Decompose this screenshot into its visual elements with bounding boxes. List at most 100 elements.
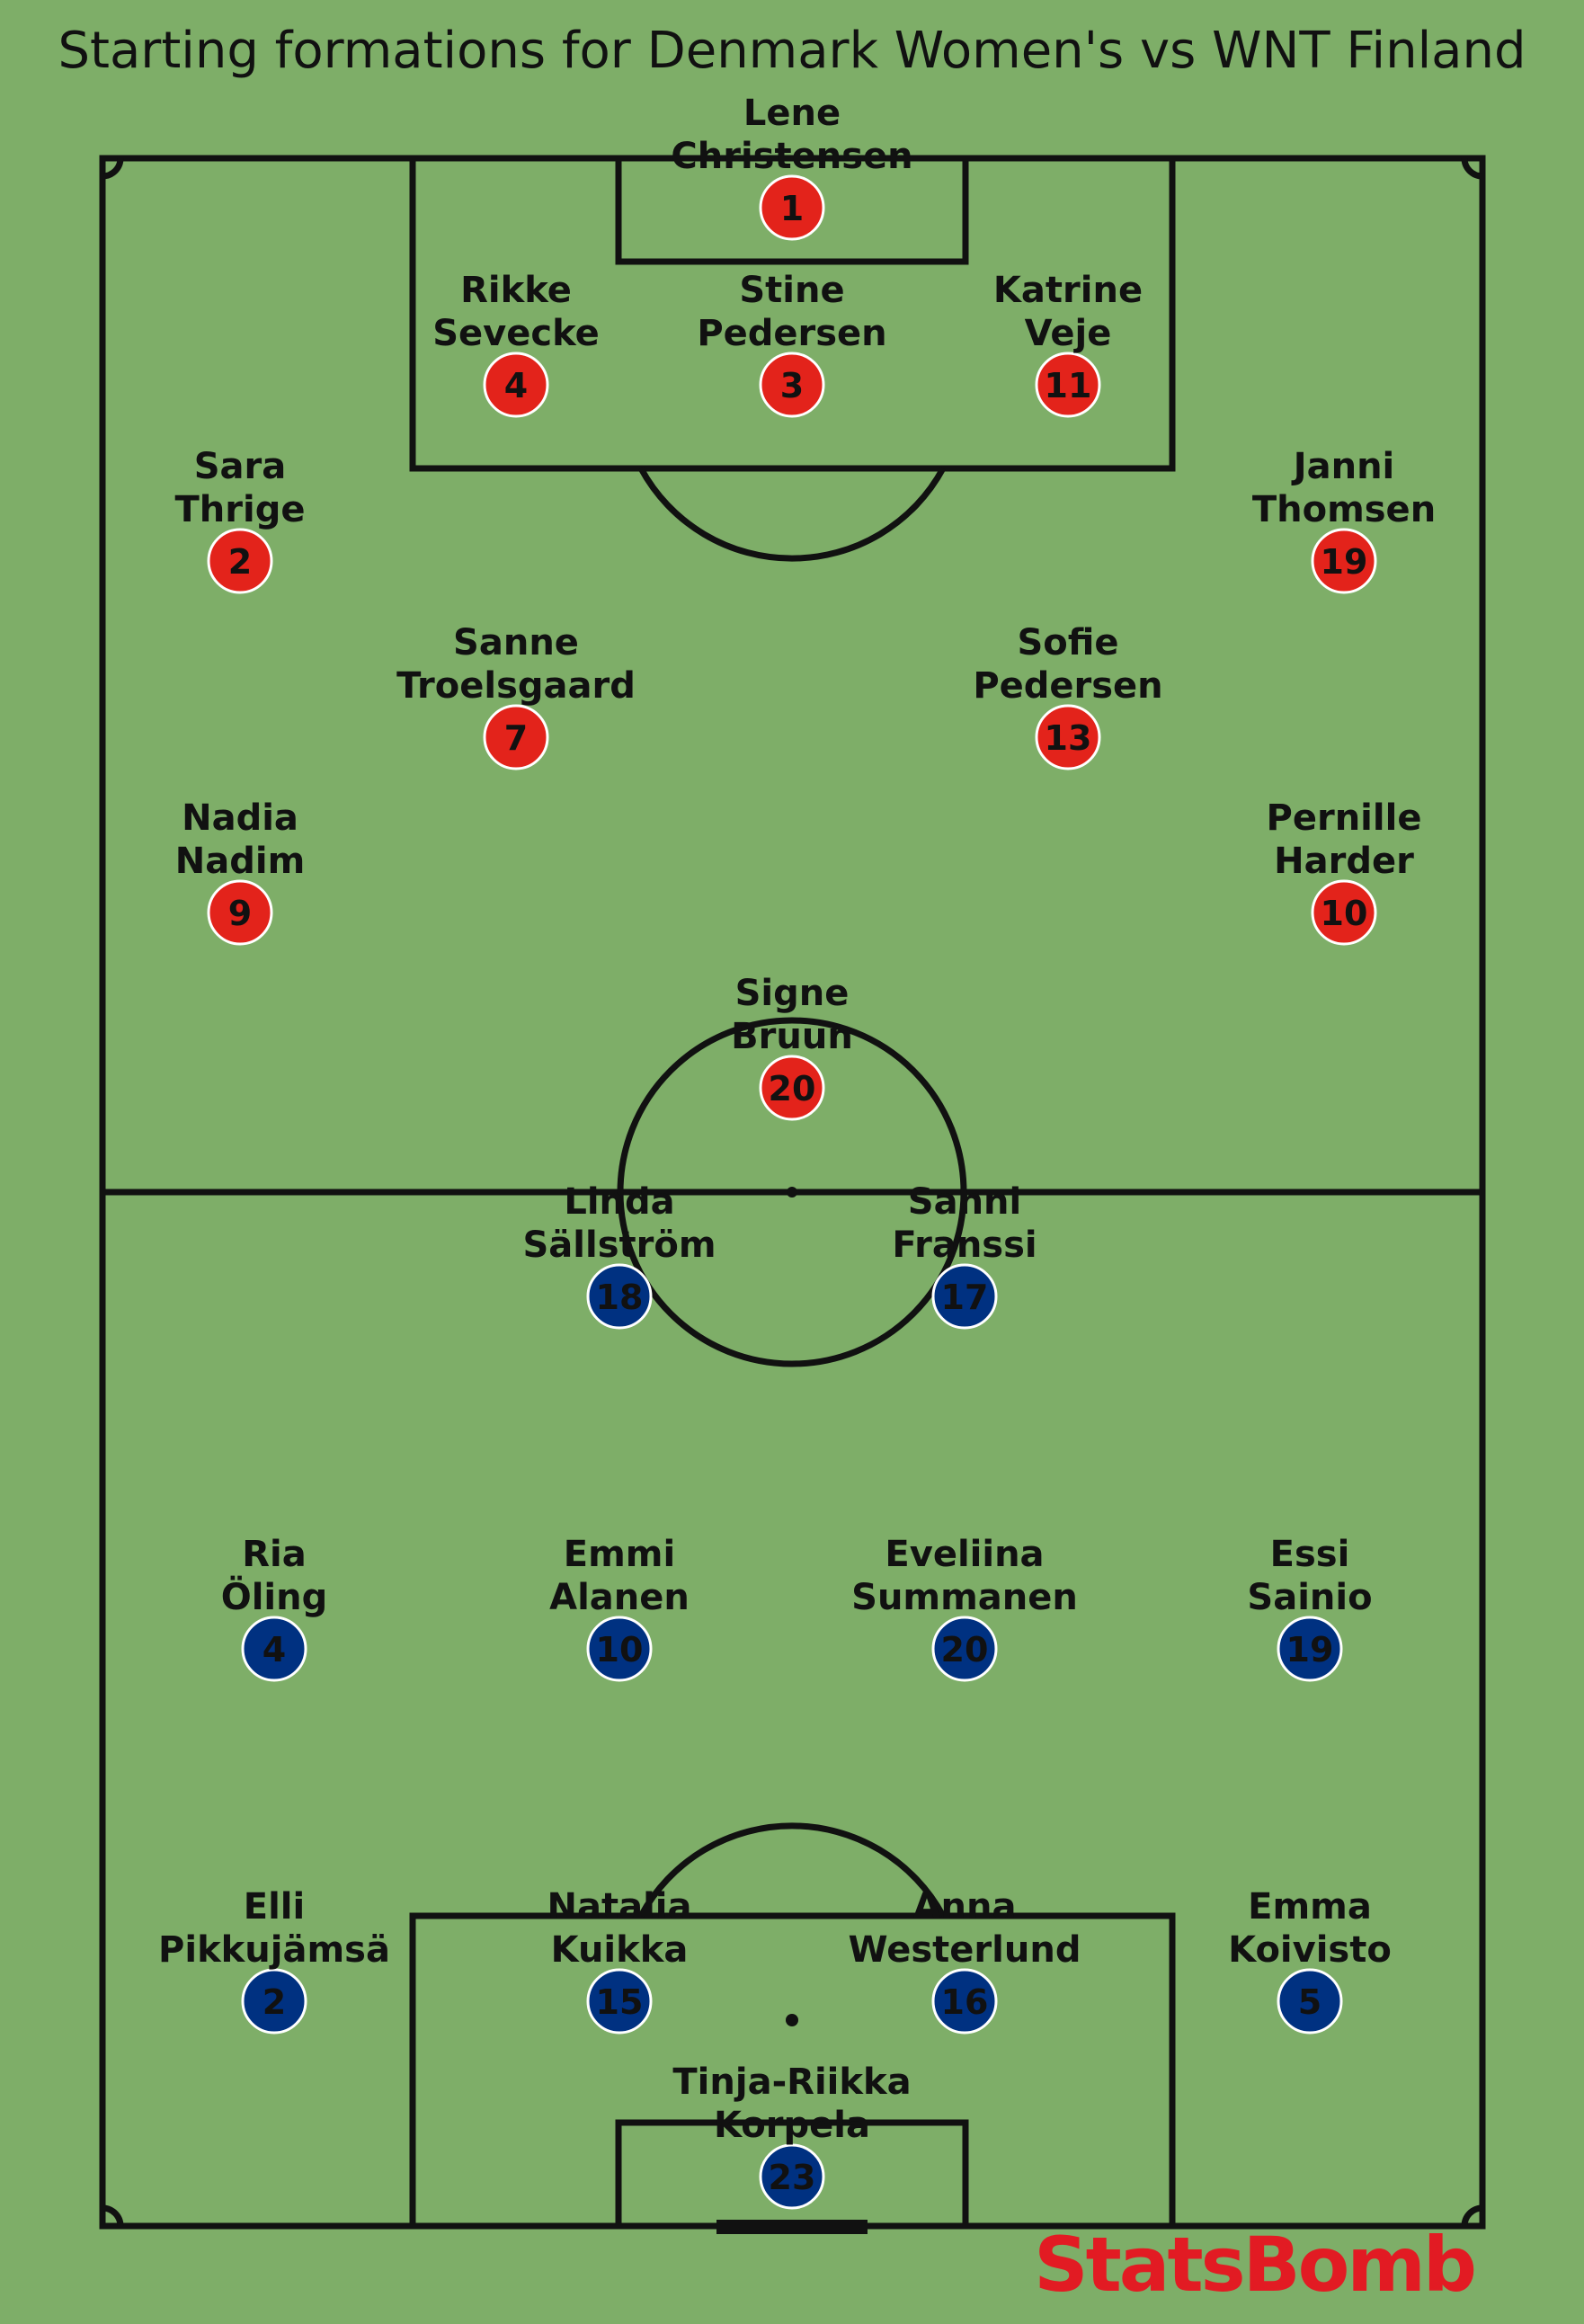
player-name-line: Troelsgaard bbox=[396, 665, 636, 707]
player-number: 4 bbox=[263, 1630, 286, 1670]
player-dot bbox=[483, 704, 549, 770]
center-circle bbox=[617, 1017, 967, 1367]
player-name-line: Natalia bbox=[547, 1886, 692, 1928]
player-dot bbox=[1311, 879, 1377, 946]
player-name-line: Sällström bbox=[522, 1224, 716, 1266]
player-dot bbox=[207, 528, 273, 594]
top-penalty-arc bbox=[637, 467, 947, 562]
player-name-line: Sanne bbox=[453, 622, 579, 663]
player-dot bbox=[931, 1968, 998, 2035]
player-name-line: Pernille bbox=[1267, 797, 1422, 839]
player-dot bbox=[1035, 352, 1101, 418]
player-number: 10 bbox=[596, 1630, 644, 1670]
corner-arc-bottom-right bbox=[1461, 2204, 1483, 2227]
player-dot bbox=[931, 1616, 998, 1682]
player-name-line: Bruun bbox=[731, 1016, 853, 1057]
statsbomb-logo: StatsBomb bbox=[1034, 2221, 1474, 2309]
bottom-penalty-spot bbox=[786, 2014, 798, 2026]
player-name-line: Westerlund bbox=[849, 1929, 1081, 1971]
player-name-line: Janni bbox=[1291, 446, 1395, 487]
player-dot bbox=[241, 1968, 307, 2035]
player-number: 10 bbox=[1321, 894, 1368, 933]
player-name-line: Öling bbox=[221, 1575, 328, 1618]
corner-arc-top-left bbox=[102, 157, 124, 180]
player-name-line: Thrige bbox=[175, 489, 306, 530]
player-name-line: Anna bbox=[913, 1886, 1017, 1928]
player-number: 19 bbox=[1321, 542, 1368, 582]
player-name-line: Sofie bbox=[1017, 622, 1118, 663]
player-dot bbox=[1311, 528, 1377, 594]
player-dot bbox=[586, 1263, 653, 1330]
player-dot bbox=[483, 352, 549, 418]
player-name-line: Thomsen bbox=[1252, 489, 1436, 530]
player-name-line: Eveliina bbox=[885, 1534, 1044, 1575]
player-name-line: Rikke bbox=[460, 270, 572, 311]
player-name-line: Pedersen bbox=[697, 313, 886, 354]
player-name-line: Korpela bbox=[714, 2105, 870, 2146]
player-number: 20 bbox=[769, 1069, 816, 1109]
player-name-line: Signe bbox=[735, 973, 850, 1014]
center-spot bbox=[787, 1187, 797, 1198]
player-name-line: Franssi bbox=[892, 1224, 1037, 1266]
player-name-line: Elli bbox=[244, 1886, 305, 1928]
player-dot bbox=[241, 1616, 307, 1682]
player-name-line: Lene bbox=[743, 93, 841, 134]
player-number: 9 bbox=[228, 894, 252, 933]
player-name-line: Katrine bbox=[993, 270, 1143, 311]
player-dot bbox=[1277, 1968, 1343, 2035]
player-dot bbox=[931, 1263, 998, 1330]
pitch-markings bbox=[99, 155, 1486, 2234]
player-number: 13 bbox=[1045, 718, 1092, 758]
player-name-line: Kuikka bbox=[551, 1929, 689, 1971]
player-number: 17 bbox=[941, 1278, 989, 1317]
player-number: 19 bbox=[1286, 1630, 1334, 1670]
player-name-line: Essi bbox=[1270, 1534, 1350, 1575]
top-six-yard-box bbox=[615, 155, 969, 265]
home-team-players: 1LeneChristensen4RikkeSevecke3StinePeder… bbox=[175, 93, 1436, 1121]
player-name-line: Emma bbox=[1248, 1886, 1372, 1928]
player-name-line: Linda bbox=[564, 1181, 674, 1223]
player-number: 1 bbox=[780, 189, 804, 228]
player-name-line: Tinja-Riikka bbox=[672, 2061, 911, 2103]
player-number: 11 bbox=[1045, 366, 1092, 405]
player-name-line: Sainio bbox=[1247, 1577, 1372, 1618]
player-dot bbox=[1035, 704, 1101, 770]
player-number: 16 bbox=[941, 1982, 989, 2022]
player-number: 15 bbox=[596, 1982, 644, 2022]
player-dot bbox=[1277, 1616, 1343, 1682]
player-name-line: Veje bbox=[1025, 313, 1112, 354]
player-name-line: Pedersen bbox=[973, 665, 1162, 707]
player-number: 3 bbox=[780, 366, 804, 405]
chart-title: Starting formations for Denmark Women's … bbox=[58, 22, 1526, 80]
player-number: 2 bbox=[228, 542, 252, 582]
player-dot bbox=[759, 1055, 825, 1121]
player-number: 4 bbox=[504, 366, 528, 405]
player-name-line: Emmi bbox=[564, 1534, 675, 1575]
players-layer: 1LeneChristensen4RikkeSevecke3StinePeder… bbox=[158, 93, 1436, 2210]
bottom-penalty-arc bbox=[637, 1822, 947, 1918]
player-dot bbox=[207, 879, 273, 946]
player-name-line: Nadia bbox=[182, 797, 298, 839]
player-name-line: Sara bbox=[194, 446, 287, 487]
